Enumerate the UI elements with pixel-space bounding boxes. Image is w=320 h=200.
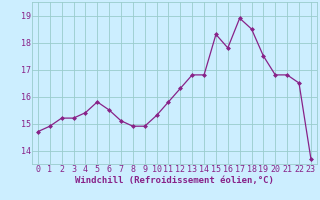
X-axis label: Windchill (Refroidissement éolien,°C): Windchill (Refroidissement éolien,°C) [75, 176, 274, 185]
